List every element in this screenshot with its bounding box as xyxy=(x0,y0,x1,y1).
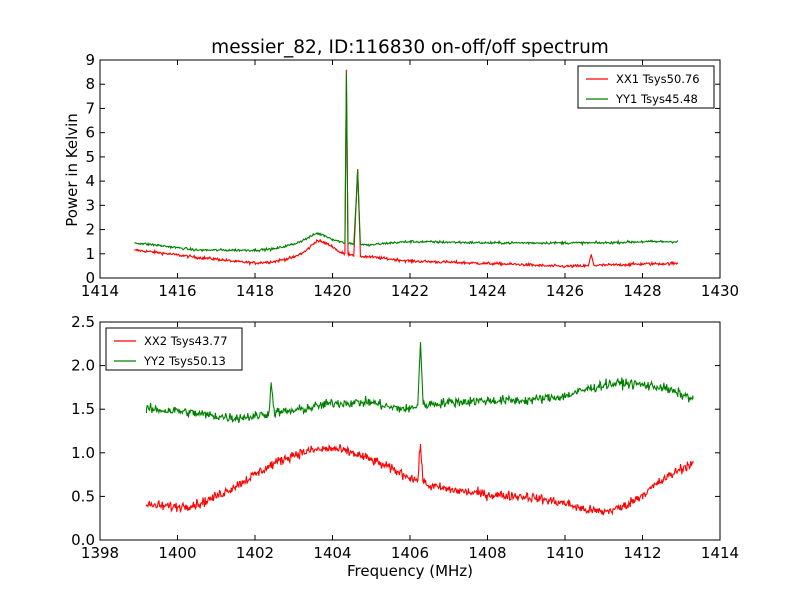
y-tick-label: 1.5 xyxy=(71,400,95,418)
series-line-2 xyxy=(145,342,694,424)
y-axis-label: Power in Kelvin xyxy=(63,113,81,227)
legend-entry: YY2 Tsys50.13 xyxy=(143,354,226,368)
x-tick-label: 1424 xyxy=(468,282,506,300)
y-tick-label: 2.5 xyxy=(71,313,95,331)
x-tick-label: 1404 xyxy=(313,544,351,562)
chart-title: messier_82, ID:116830 on-off/off spectru… xyxy=(211,37,609,58)
y-tick-label: 9 xyxy=(85,51,95,69)
y-tick-label: 2.0 xyxy=(71,357,95,375)
y-tick-label: 0.5 xyxy=(71,487,95,505)
x-tick-label: 1414 xyxy=(701,544,739,562)
x-tick-label: 1402 xyxy=(236,544,274,562)
legend-box xyxy=(577,65,715,109)
top-spectrum-panel: 1414 1416 1418 1420 1422 1424 1426 1428 1430 0 1 2 3… xyxy=(81,51,739,300)
x-axis-label: Frequency (MHz) xyxy=(347,562,473,580)
series-line-1 xyxy=(145,444,694,516)
x-tick-label: 1412 xyxy=(623,544,661,562)
legend-entry: XX1 Tsys50.76 xyxy=(616,72,700,86)
x-tick-label: 1410 xyxy=(546,544,584,562)
legend-entry: YY1 Tsys45.48 xyxy=(615,92,698,106)
y-tick-label: 4 xyxy=(85,172,95,190)
x-tick-label: 1400 xyxy=(158,544,196,562)
y-tick-label: 7 xyxy=(85,99,95,117)
legend-entry: XX2 Tsys43.77 xyxy=(144,334,228,348)
legend-box xyxy=(105,327,243,371)
x-tick-label: 1428 xyxy=(623,282,661,300)
x-tick-label: 1414 xyxy=(81,282,119,300)
x-tick-label: 1422 xyxy=(391,282,429,300)
x-tick-label: 1398 xyxy=(81,544,119,562)
series-line-1 xyxy=(134,69,678,269)
y-tick-label: 0 xyxy=(85,269,95,287)
y-tick-label: 1 xyxy=(85,245,95,263)
x-tick-label: 1420 xyxy=(313,282,351,300)
y-tick-label: 6 xyxy=(85,124,95,142)
legend: XX1 Tsys50.76 YY1 Tsys45.48 xyxy=(577,65,715,109)
x-tick-label: 1426 xyxy=(546,282,584,300)
y-tick-label: 1.0 xyxy=(71,444,95,462)
bottom-spectrum-panel: 1398 1400 1402 1404 1406 1408 1410 1412 1414 0.0 0… xyxy=(71,313,739,562)
x-tick-label: 1416 xyxy=(158,282,196,300)
x-tick-label: 1406 xyxy=(391,544,429,562)
y-tick-label: 5 xyxy=(85,148,95,166)
y-tick-label: 2 xyxy=(85,221,95,239)
y-tick-label: 8 xyxy=(85,75,95,93)
y-tick-label: 0.0 xyxy=(71,531,95,549)
x-tick-label: 1418 xyxy=(236,282,274,300)
legend: XX2 Tsys43.77 YY2 Tsys50.13 xyxy=(105,327,243,371)
x-tick-label: 1430 xyxy=(701,282,739,300)
x-tick-label: 1408 xyxy=(468,544,506,562)
series-line-2 xyxy=(134,73,678,253)
y-tick-label: 3 xyxy=(85,196,95,214)
